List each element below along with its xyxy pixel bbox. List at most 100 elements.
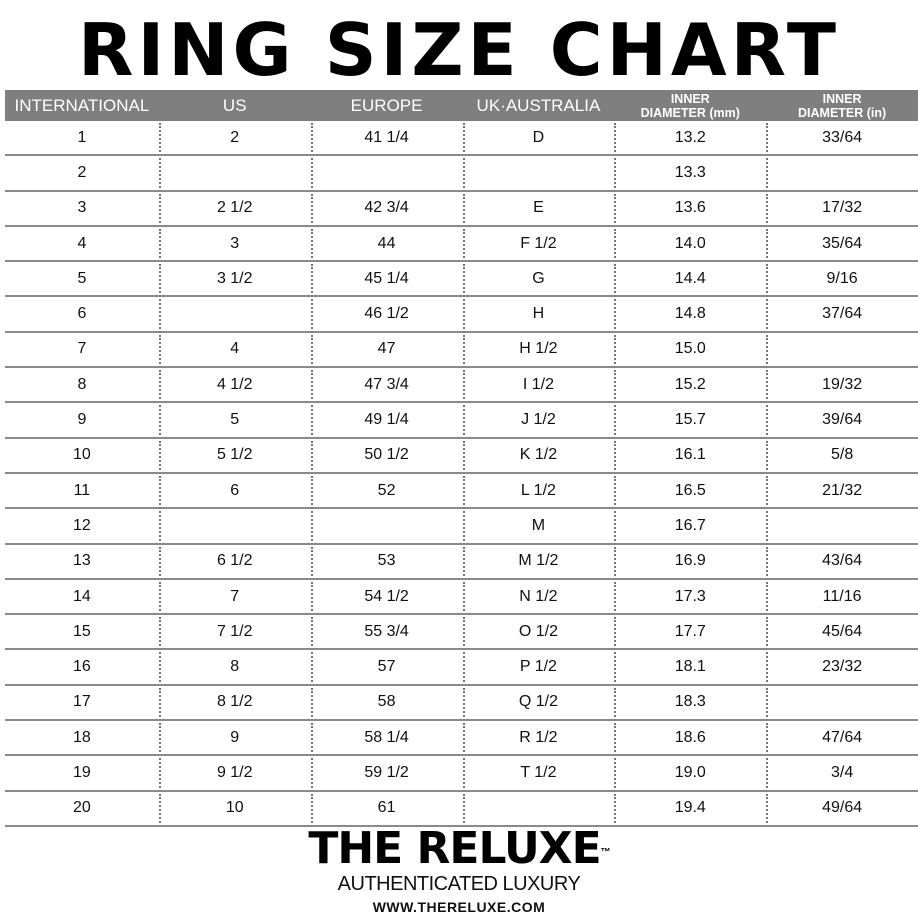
- cell-europe: 47: [310, 333, 463, 366]
- cell-europe: 52: [310, 474, 463, 507]
- cell-uk-australia: H 1/2: [462, 333, 615, 366]
- cell-uk-australia: Q 1/2: [462, 686, 615, 719]
- cell-diameter-mm: 17.7: [614, 615, 766, 648]
- table-row: 4 3 44 F 1/2 14.0 35/64: [5, 227, 918, 263]
- header-europe: EUROPE: [350, 95, 423, 115]
- cell-us: 7 1/2: [158, 615, 311, 648]
- cell-diameter-mm: 13.2: [614, 121, 766, 154]
- cell-diameter-mm: 18.6: [614, 721, 766, 754]
- cell-international: 5: [77, 269, 87, 287]
- cell-us: [158, 509, 311, 542]
- brand-logo: THE RELUXE™ AUTHENTICATED LUXURY WWW.THE…: [0, 826, 918, 916]
- table-row: 11 6 52 L 1/2 16.5 21/32: [5, 474, 918, 510]
- brand-tagline: AUTHENTICATED LUXURY: [337, 873, 581, 895]
- cell-diameter-in: 39/64: [766, 403, 918, 436]
- cell-uk-australia: M 1/2: [462, 545, 615, 578]
- cell-europe: 41 1/4: [310, 121, 463, 154]
- cell-international: 12: [73, 516, 91, 534]
- cell-uk-australia: L 1/2: [462, 474, 615, 507]
- cell-us: 2 1/2: [158, 192, 311, 225]
- trademark: ™: [600, 847, 611, 858]
- table-row: 19 9 1/2 59 1/2 T 1/2 19.0 3/4: [5, 756, 918, 792]
- cell-europe: 59 1/2: [310, 756, 463, 789]
- table-row: 3 2 1/2 42 3/4 E 13.6 17/32: [5, 192, 918, 227]
- cell-diameter-in: 49/64: [766, 792, 918, 825]
- page-title: RING SIZE CHART: [78, 8, 840, 92]
- brand-name: THE RELUXE™: [0, 826, 918, 872]
- cell-diameter-in: [766, 509, 918, 542]
- cell-diameter-mm: 13.3: [614, 156, 766, 189]
- cell-us: 8: [158, 650, 311, 683]
- cell-diameter-mm: 19.0: [614, 756, 766, 789]
- cell-diameter-mm: 16.5: [614, 474, 766, 507]
- table-row: 10 5 1/2 50 1/2 K 1/2 16.1 5/8: [5, 439, 918, 474]
- cell-diameter-in: 35/64: [766, 227, 918, 260]
- table-row: 6 46 1/2 H 14.8 37/64: [5, 297, 918, 333]
- cell-europe: 61: [310, 792, 463, 825]
- cell-diameter-in: 45/64: [766, 615, 918, 648]
- cell-us: 9 1/2: [158, 756, 311, 789]
- header-international: INTERNATIONAL: [14, 95, 150, 115]
- cell-diameter-mm: 17.3: [614, 580, 766, 613]
- cell-europe: [310, 156, 463, 189]
- cell-diameter-in: 23/32: [766, 650, 918, 683]
- cell-diameter-mm: 15.0: [614, 333, 766, 366]
- cell-diameter-mm: 15.2: [614, 368, 766, 401]
- table-row: 16 8 57 P 1/2 18.1 23/32: [5, 650, 918, 686]
- table-row: 9 5 49 1/4 J 1/2 15.7 39/64: [5, 403, 918, 439]
- cell-uk-australia: I 1/2: [462, 368, 615, 401]
- cell-us: [158, 297, 311, 330]
- cell-europe: 54 1/2: [310, 580, 463, 613]
- cell-us: 9: [158, 721, 311, 754]
- header-diameter-mm: INNER DIAMETER (mm): [614, 90, 766, 121]
- cell-us: 5 1/2: [158, 439, 311, 472]
- cell-us: 8 1/2: [158, 686, 311, 719]
- cell-europe: 57: [310, 650, 463, 683]
- cell-diameter-in: 9/16: [766, 262, 918, 295]
- cell-us: 2: [158, 121, 311, 154]
- table-row: 13 6 1/2 53 M 1/2 16.9 43/64: [5, 545, 918, 580]
- cell-europe: 45 1/4: [310, 262, 463, 295]
- cell-diameter-in: [766, 333, 918, 366]
- cell-us: 6: [158, 474, 311, 507]
- ring-size-table: INTERNATIONAL US EUROPE UK·AUSTRALIA INN…: [5, 90, 918, 827]
- cell-international: 18: [73, 728, 91, 746]
- cell-diameter-mm: 16.9: [614, 545, 766, 578]
- cell-us: 4: [158, 333, 311, 366]
- cell-diameter-in: [766, 156, 918, 189]
- cell-international: 15: [73, 622, 91, 640]
- cell-international: 17: [73, 693, 91, 711]
- cell-diameter-in: [766, 686, 918, 719]
- cell-europe: [310, 509, 463, 542]
- brand-name-text: THE RELUXE: [308, 823, 601, 874]
- cell-international: 9: [77, 411, 87, 429]
- table-row: 15 7 1/2 55 3/4 O 1/2 17.7 45/64: [5, 615, 918, 651]
- cell-uk-australia: [462, 156, 615, 189]
- table-row: 12 M 16.7: [5, 509, 918, 545]
- header-diameter-mm-line2: DIAMETER (mm): [640, 105, 740, 120]
- table-row: 7 4 47 H 1/2 15.0: [5, 333, 918, 369]
- cell-diameter-in: 3/4: [766, 756, 918, 789]
- cell-europe: 49 1/4: [310, 403, 463, 436]
- website-url: WWW.THERELUXE.COM: [372, 899, 546, 915]
- cell-uk-australia: K 1/2: [462, 439, 615, 472]
- cell-diameter-in: 5/8: [766, 439, 918, 472]
- cell-international: 4: [77, 234, 87, 252]
- header-us: US: [222, 95, 247, 115]
- table-row: 2 13.3: [5, 156, 918, 192]
- table-row: 5 3 1/2 45 1/4 G 14.4 9/16: [5, 262, 918, 298]
- header-diameter-in-line2: DIAMETER (in): [798, 105, 887, 120]
- cell-diameter-in: 47/64: [766, 721, 918, 754]
- cell-europe: 42 3/4: [310, 192, 463, 225]
- cell-uk-australia: H: [462, 297, 615, 330]
- cell-diameter-mm: 18.1: [614, 650, 766, 683]
- cell-international: 2: [77, 163, 87, 181]
- cell-diameter-in: 21/32: [766, 474, 918, 507]
- cell-diameter-mm: 19.4: [614, 792, 766, 825]
- cell-uk-australia: F 1/2: [462, 227, 615, 260]
- cell-uk-australia: T 1/2: [462, 756, 615, 789]
- cell-uk-australia: E: [462, 192, 615, 225]
- cell-international: 14: [73, 587, 91, 605]
- cell-us: 5: [158, 403, 311, 436]
- table-row: 14 7 54 1/2 N 1/2 17.3 11/16: [5, 580, 918, 616]
